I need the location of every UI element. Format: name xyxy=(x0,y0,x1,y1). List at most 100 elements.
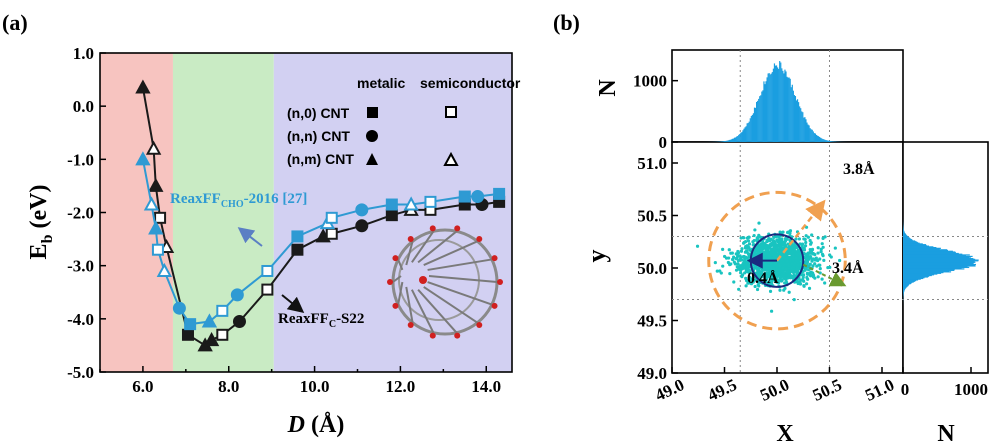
data-point-square xyxy=(216,304,229,317)
scatter-point xyxy=(757,221,761,225)
tube-atom xyxy=(454,225,461,232)
histogram-bar xyxy=(743,128,745,142)
scatter-point xyxy=(791,274,796,279)
tube-atom xyxy=(476,322,483,329)
scatter-point xyxy=(742,254,746,259)
tube-atom xyxy=(392,255,399,262)
histogram-bar xyxy=(903,260,975,263)
histogram-bar xyxy=(903,265,976,267)
histogram-bar xyxy=(775,65,778,142)
scatter-point xyxy=(782,271,786,275)
histogram-bar xyxy=(771,72,773,142)
scatter-point xyxy=(806,268,811,272)
x-tick-label: 50.0 xyxy=(757,375,792,405)
histogram-bar xyxy=(828,140,830,142)
scatter-point xyxy=(736,262,740,266)
scatter-point xyxy=(746,246,750,250)
histogram-bar xyxy=(903,263,976,266)
scatter-point xyxy=(739,249,744,253)
scatter-point xyxy=(733,262,737,266)
data-point-square xyxy=(261,283,274,296)
scatter-point xyxy=(769,237,773,241)
histogram-bar xyxy=(786,76,788,142)
data-point-circle xyxy=(232,314,246,328)
scatter-point xyxy=(748,279,752,283)
scatter-point xyxy=(818,267,822,271)
histogram-bar xyxy=(795,100,798,142)
scatter-point xyxy=(747,242,752,246)
histogram-bar xyxy=(732,138,735,142)
histogram-bar xyxy=(903,280,917,282)
scatter-point xyxy=(803,244,808,248)
histogram-bar xyxy=(822,138,824,142)
histogram-bar xyxy=(903,255,973,258)
histogram-bar xyxy=(806,122,808,142)
scatter-point xyxy=(762,257,766,261)
scatter-point xyxy=(801,247,805,251)
annotation-reaxff-cho: ReaxFFCHO-2016 [27] xyxy=(170,191,307,210)
data-point-square xyxy=(216,328,229,341)
scatter-point xyxy=(773,241,777,245)
scatter-point xyxy=(786,262,790,267)
histogram-bar xyxy=(780,62,782,143)
histogram-bar xyxy=(903,284,909,286)
scatter-point xyxy=(777,278,782,282)
histogram-bar xyxy=(903,281,914,283)
scatter-point xyxy=(740,273,745,277)
histogram-bar xyxy=(903,278,921,280)
scatter-point xyxy=(780,252,784,256)
y-tick-label: -1.0 xyxy=(67,150,94,169)
scatter-point xyxy=(722,254,727,259)
scatter-point xyxy=(744,250,748,254)
x-tick-label: 10.0 xyxy=(300,377,330,396)
histogram-bar xyxy=(903,292,904,294)
histogram-bar xyxy=(761,91,763,142)
scatter-point xyxy=(823,281,827,285)
histogram-bar xyxy=(903,269,955,271)
histogram-bar xyxy=(903,283,910,285)
scatter-point xyxy=(819,250,823,254)
scatter-point xyxy=(820,277,824,281)
histogram-bar xyxy=(750,116,752,142)
scatter-point xyxy=(810,247,815,251)
data-point-square xyxy=(184,318,197,331)
histogram-bar xyxy=(903,258,976,260)
histogram-bar xyxy=(773,63,776,142)
histogram-bar xyxy=(725,140,727,142)
scatter-point xyxy=(775,280,779,284)
data-point-square xyxy=(151,243,164,256)
data-point-square xyxy=(325,227,338,240)
legend-row-nm: (n,m) CNT xyxy=(287,151,354,167)
histogram-bar xyxy=(735,137,737,142)
scatter-point xyxy=(791,253,795,257)
scatter-point xyxy=(737,287,741,291)
tube-strut xyxy=(427,258,493,271)
tube-strut xyxy=(427,281,493,306)
histogram-bar xyxy=(903,274,935,276)
data-point-triangle xyxy=(148,220,164,235)
scatter-point xyxy=(803,237,807,242)
histogram-bar xyxy=(745,126,747,142)
histogram-bar xyxy=(794,96,797,142)
scatter-point xyxy=(775,272,779,276)
histogram-bar xyxy=(757,100,759,142)
histogram-bar xyxy=(903,262,974,264)
scatter-point xyxy=(752,262,757,267)
scatter-point xyxy=(781,230,785,234)
tube-strut xyxy=(417,230,458,264)
histogram-bar xyxy=(817,136,820,142)
histogram-bar xyxy=(815,134,818,142)
y-tick-label: 0 xyxy=(659,133,668,152)
histogram-y xyxy=(903,208,979,315)
scatter-point xyxy=(771,239,775,243)
scatter-point xyxy=(764,248,768,252)
scatter-point xyxy=(820,252,825,256)
histogram-bar xyxy=(903,233,906,235)
histogram-bar xyxy=(799,106,801,142)
scatter-point xyxy=(805,275,809,280)
histogram-bar xyxy=(768,73,770,142)
histogram-bar xyxy=(804,117,806,142)
histogram-bar xyxy=(903,241,918,244)
histogram-bar xyxy=(805,119,807,142)
tube-atom xyxy=(419,276,427,284)
